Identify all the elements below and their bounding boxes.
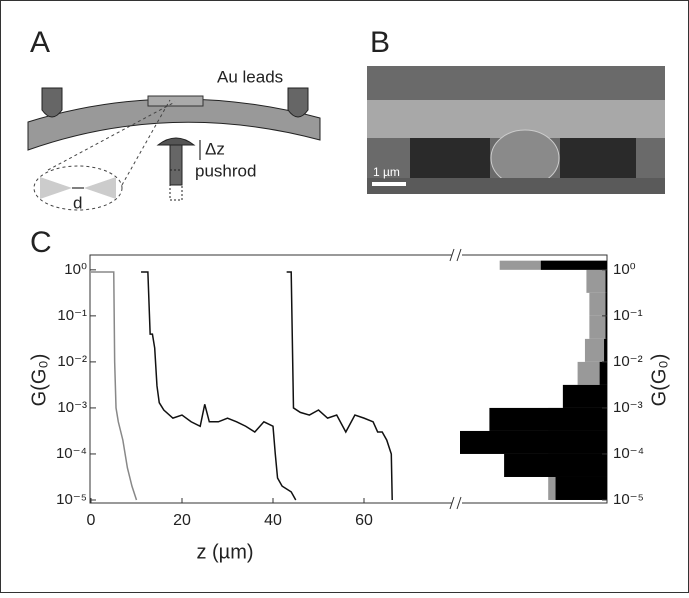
axis-break-mark — [456, 248, 462, 262]
trace — [286, 271, 393, 500]
x-axis-label: z (µm) — [196, 541, 253, 563]
y2-tick-label: 10⁰ — [613, 261, 636, 278]
axis-break-mark — [449, 496, 455, 510]
histogram-bar — [589, 315, 607, 339]
histogram-bar — [589, 292, 607, 316]
trace — [141, 271, 297, 501]
x-tick-label: 20 — [173, 512, 191, 529]
y-tick-label: 10⁻² — [57, 353, 87, 370]
y2-tick-label: 10⁻⁴ — [613, 445, 644, 462]
histogram-bar — [584, 338, 607, 362]
y2-tick-label: 10⁻¹ — [613, 307, 643, 324]
histogram-bar — [599, 361, 607, 385]
trace — [91, 271, 138, 501]
histogram-bar — [562, 384, 607, 408]
histogram-bar — [604, 338, 607, 362]
histogram-bar — [605, 269, 607, 293]
y-tick-label: 10⁻⁵ — [56, 491, 87, 508]
histogram-bar — [489, 407, 607, 431]
histogram-bar — [605, 292, 607, 316]
x-tick-label: 0 — [87, 512, 96, 529]
y2-axis-label: G(G₀) — [648, 354, 670, 407]
y2-tick-label: 10⁻⁵ — [613, 491, 644, 508]
histogram-bar — [540, 260, 607, 270]
x-tick-label: 60 — [355, 512, 373, 529]
y2-tick-label: 10⁻² — [613, 353, 643, 370]
panel-label: C — [30, 226, 52, 259]
histogram-bar — [605, 315, 607, 339]
sem-image — [367, 66, 665, 194]
y-axis-label: G(G₀) — [28, 354, 50, 407]
x-tick-label: 40 — [264, 512, 282, 529]
y-tick-label: 10⁻³ — [57, 399, 87, 416]
panel-label: B — [370, 26, 390, 59]
panel-label: A — [30, 26, 50, 59]
histogram-bar — [504, 453, 607, 477]
histogram-bar — [555, 476, 607, 500]
axis-break-mark — [449, 248, 455, 262]
axis-break — [452, 497, 462, 509]
diagram-label: d — [73, 193, 82, 212]
y2-tick-label: 10⁻³ — [613, 399, 643, 416]
histogram-bar — [586, 269, 607, 293]
axis-break-mark — [456, 496, 462, 510]
diagram-label: pushrod — [195, 161, 256, 180]
setup-diagram — [27, 87, 321, 211]
diagram-label: Δz — [205, 139, 225, 158]
diagram-label: Au leads — [217, 67, 283, 86]
scale-label: 1 µm — [373, 165, 400, 179]
y-tick-label: 10⁻¹ — [57, 307, 87, 324]
axis-break — [452, 249, 462, 261]
y-tick-label: 10⁻⁴ — [56, 445, 87, 462]
histogram-bar — [460, 430, 607, 454]
y-tick-label: 10⁰ — [64, 261, 87, 278]
